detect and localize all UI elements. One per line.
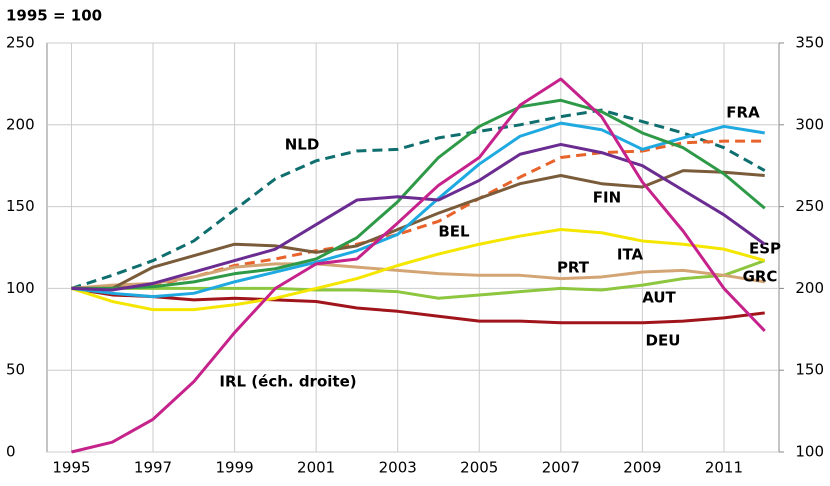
y2-tick-label: 350	[795, 34, 824, 52]
x-tick-label: 2011	[705, 459, 743, 477]
series-label: FRA	[726, 104, 760, 122]
series-line	[71, 228, 766, 312]
series-line	[71, 142, 766, 292]
y-tick-label: 150	[6, 197, 35, 215]
series-line	[71, 262, 765, 290]
series-line	[71, 169, 765, 290]
series-label: BEL	[438, 223, 470, 241]
series-label: DEU	[646, 332, 681, 350]
x-tick-label: 2001	[297, 459, 335, 477]
x-tick-label: 2009	[623, 459, 661, 477]
y2-tick-label: 200	[795, 279, 824, 297]
y2-tick-label: 150	[795, 361, 824, 379]
series-label: AUT	[642, 289, 676, 307]
x-tick-label: 2003	[379, 459, 417, 477]
series-line	[71, 259, 766, 300]
y-tick-label: 50	[6, 361, 25, 379]
series-label: FIN	[593, 189, 621, 207]
y-tick-label: 200	[6, 115, 35, 133]
y2-tick-label: 250	[795, 197, 824, 215]
series-label: ITA	[617, 246, 644, 264]
series-line	[71, 121, 765, 299]
x-tick-label: 1999	[215, 459, 253, 477]
x-tick-label: 2005	[460, 459, 498, 477]
series-label: NLD	[285, 136, 320, 154]
y-tick-label: 0	[6, 443, 16, 461]
series-line	[71, 286, 765, 325]
y2-tick-label: 100	[795, 443, 824, 461]
x-tick-label: 1995	[52, 459, 90, 477]
y-tick-label: 250	[6, 34, 35, 52]
series-line	[71, 77, 766, 454]
x-tick-label: 2007	[542, 459, 580, 477]
series-label: PRT	[557, 259, 590, 277]
series-label: GRC	[743, 268, 778, 286]
x-tick-label: 1997	[134, 459, 172, 477]
series-line	[71, 98, 766, 290]
series-label: ESP	[749, 240, 781, 258]
plot-frame	[46, 42, 780, 453]
y-tick-label: 100	[6, 279, 35, 297]
series-label: IRL (éch. droite)	[219, 373, 356, 391]
subtitle: 1995 = 100	[6, 7, 102, 25]
y2-tick-label: 300	[795, 115, 824, 133]
